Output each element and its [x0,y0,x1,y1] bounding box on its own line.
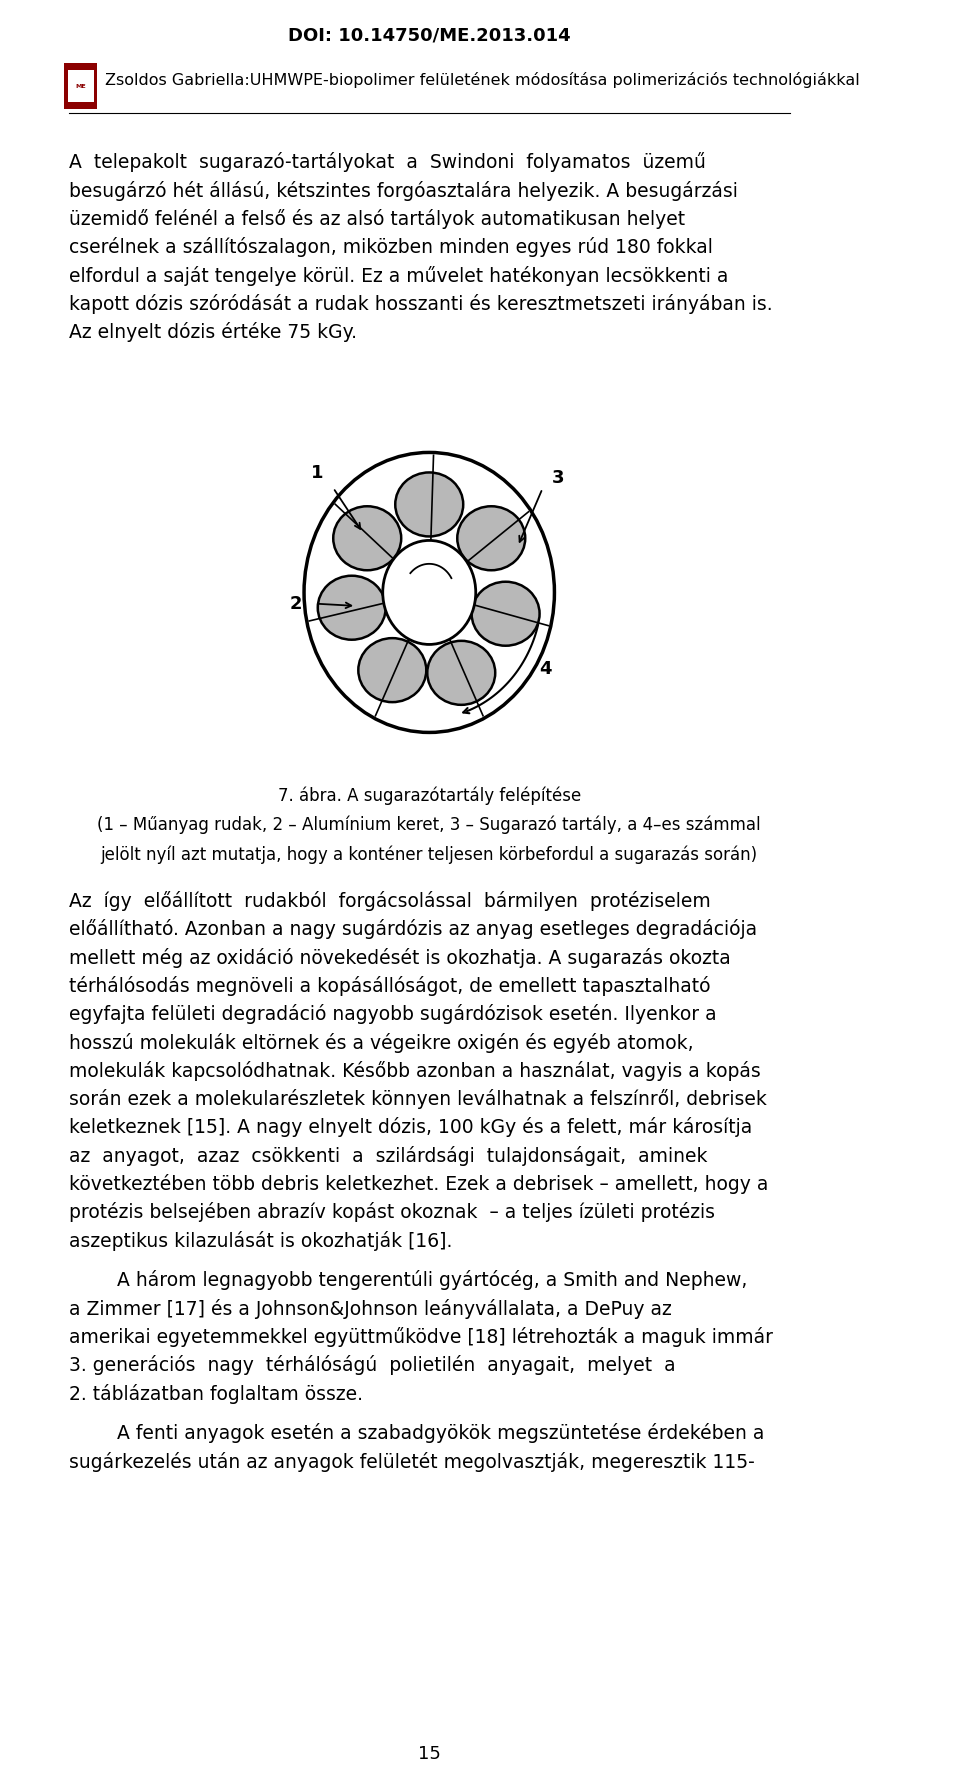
Text: aszeptikus kilazulását is okozhatják [16].: aszeptikus kilazulását is okozhatják [16… [69,1231,452,1251]
Ellipse shape [333,507,401,570]
Text: az  anyagot,  azaz  csökkenti  a  szilárdsági  tulajdonságait,  aminek: az anyagot, azaz csökkenti a szilárdsági… [69,1145,708,1167]
Text: keletkeznek [15]. A nagy elnyelt dózis, 100 kGy és a felett, már károsítja: keletkeznek [15]. A nagy elnyelt dózis, … [69,1118,752,1138]
Text: 2: 2 [290,595,302,613]
Text: protézis belsejében abrazív kopást okoznak  – a teljes ízületi protézis: protézis belsejében abrazív kopást okozn… [69,1202,714,1222]
Text: 15: 15 [418,1745,441,1763]
Text: kapott dózis szóródását a rudak hosszanti és keresztmetszeti irányában is.: kapott dózis szóródását a rudak hosszant… [69,294,772,314]
Text: Az  így  előállított  rudakból  forgácsolással  bármilyen  protéziselem: Az így előállított rudakból forgácsoláss… [69,891,710,910]
Ellipse shape [457,507,525,570]
Text: A három legnagyobb tengerentúli gyártócég, a Smith and Nephew,: A három legnagyobb tengerentúli gyártócé… [69,1271,747,1290]
Text: molekulák kapcsolódhatnak. Később azonban a használat, vagyis a kopás: molekulák kapcsolódhatnak. Később azonba… [69,1061,760,1081]
Text: A  telepakolt  sugarazó-tartályokat  a  Swindoni  folyamatos  üzemű: A telepakolt sugarazó-tartályokat a Swin… [69,152,706,172]
Text: A fenti anyagok esetén a szabadgyökök megszüntetése érdekében a: A fenti anyagok esetén a szabadgyökök me… [69,1423,764,1443]
Text: egyfajta felületi degradáció nagyobb sugárdózisok esetén. Ilyenkor a: egyfajta felületi degradáció nagyobb sug… [69,1004,716,1025]
Text: mellett még az oxidáció növekedését is okozhatja. A sugarazás okozta: mellett még az oxidáció növekedését is o… [69,948,731,968]
Text: Zsoldos Gabriella:UHMWPE-biopolimer felületének módosítása polimerizációs techno: Zsoldos Gabriella:UHMWPE-biopolimer felü… [105,72,859,88]
Text: DOI: 10.14750/ME.2013.014: DOI: 10.14750/ME.2013.014 [288,27,570,45]
Ellipse shape [304,452,555,733]
Bar [64,63,97,109]
Text: 4: 4 [539,661,551,679]
Ellipse shape [383,541,476,645]
Text: 3: 3 [552,470,564,487]
Text: 2. táblázatban foglaltam össze.: 2. táblázatban foglaltam össze. [69,1383,363,1403]
Text: térhálósodás megnöveli a kopásállóságot, de emellett tapasztalható: térhálósodás megnöveli a kopásállóságot,… [69,977,710,996]
Text: (1 – Műanyag rudak, 2 – Alumínium keret, 3 – Sugarazó tartály, a 4–es számmal: (1 – Műanyag rudak, 2 – Alumínium keret,… [97,815,761,835]
Text: során ezek a molekularészletek könnyen leválhatnak a felszínről, debrisek: során ezek a molekularészletek könnyen l… [69,1090,766,1109]
Text: sugárkezelés után az anyagok felületét megolvasztják, megeresztik 115-: sugárkezelés után az anyagok felületét m… [69,1452,755,1471]
Text: előállítható. Azonban a nagy sugárdózis az anyag esetleges degradációja: előállítható. Azonban a nagy sugárdózis … [69,919,756,939]
Ellipse shape [358,638,426,702]
Text: ME: ME [76,84,86,88]
Text: a Zimmer [17] és a Johnson&Johnson leányvállalata, a DePuy az: a Zimmer [17] és a Johnson&Johnson leány… [69,1299,671,1319]
Text: 1: 1 [311,464,324,482]
Text: cserélnek a szállítószalagon, miközben minden egyes rúd 180 fokkal: cserélnek a szállítószalagon, miközben m… [69,237,712,258]
Text: amerikai egyetemmekkel együttműködve [18] létrehozták a maguk immár: amerikai egyetemmekkel együttműködve [18… [69,1328,773,1348]
Text: 3. generációs  nagy  térhálóságú  polietilén  anyagait,  melyet  a: 3. generációs nagy térhálóságú polietilé… [69,1355,675,1374]
Text: Az elnyelt dózis értéke 75 kGy.: Az elnyelt dózis értéke 75 kGy. [69,323,357,342]
Ellipse shape [427,642,495,704]
Text: 7. ábra. A sugarazótartály felépítése: 7. ábra. A sugarazótartály felépítése [277,787,581,805]
Text: üzemidő felénél a felső és az alsó tartályok automatikusan helyet: üzemidő felénél a felső és az alsó tartá… [69,210,684,229]
Text: következtében több debris keletkezhet. Ezek a debrisek – amellett, hogy a: következtében több debris keletkezhet. E… [69,1174,768,1193]
Text: hosszú molekulák eltörnek és a végeikre oxigén és egyéb atomok,: hosszú molekulák eltörnek és a végeikre … [69,1032,693,1052]
Ellipse shape [318,575,386,640]
Ellipse shape [471,582,540,645]
Text: besugárzó hét állású, kétszintes forgóasztalára helyezik. A besugárzási: besugárzó hét állású, kétszintes forgóas… [69,181,737,201]
Text: elfordul a saját tengelye körül. Ez a művelet hatékonyan lecsökkenti a: elfordul a saját tengelye körül. Ez a mű… [69,265,728,285]
Ellipse shape [396,473,464,536]
Text: jelölt nyíl azt mutatja, hogy a konténer teljesen körbefordul a sugarazás során): jelölt nyíl azt mutatja, hogy a konténer… [101,846,757,864]
Bar [68,70,93,102]
